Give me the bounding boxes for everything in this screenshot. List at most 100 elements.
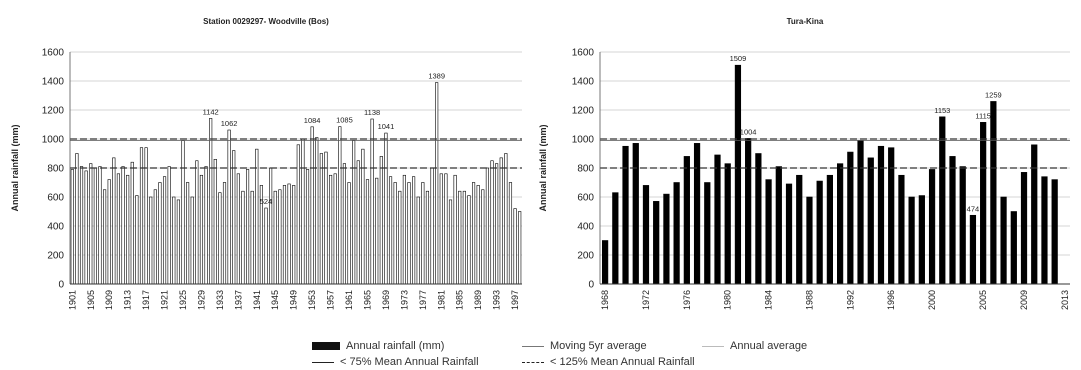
bar [282,185,287,285]
bar [430,167,434,285]
data-label: 1509 [730,54,747,63]
y-tick-label: 400 [47,222,64,233]
x-tick-label: 1996 [886,290,896,310]
y-tick-label: 600 [47,193,64,204]
legend-label: < 125% Mean Annual Rainfall [550,356,695,368]
y-tick-label: 1000 [572,135,595,146]
bar [84,170,88,285]
chart-title: Tura-Kina [787,17,824,26]
bar [847,151,854,285]
x-tick-label: 1917 [141,290,151,310]
bar [375,177,379,285]
bar [278,189,282,285]
bar [190,196,194,285]
bar [663,193,670,285]
bar [167,166,171,285]
bar [305,169,310,285]
y-tick-label: 1600 [572,48,595,59]
bar [745,138,752,285]
bar [112,157,116,285]
bar [356,160,360,285]
bar [135,195,139,285]
legend-swatch-line [312,361,334,363]
bar [472,182,476,285]
legend-swatch-dashed [522,361,544,363]
bar [255,148,259,285]
bar [481,189,485,285]
bar [714,154,721,285]
bar [969,214,977,285]
x-tick-label: 2000 [927,290,937,310]
x-tick-label: 1945 [270,290,280,310]
bar [338,126,342,285]
bar [324,151,328,285]
bar [181,140,185,285]
bar [296,144,300,285]
bar [398,190,402,285]
bar [867,157,874,285]
bar [241,190,245,285]
bar [908,196,915,285]
y-axis-label: Annual rainfall (mm) [10,124,20,211]
bar [508,182,513,285]
data-label: 1389 [428,72,445,81]
bar [70,169,74,285]
legend-item-annual-average: Annual average [702,340,807,352]
bar [490,160,494,285]
legend: Annual rainfall (mm) Moving 5yr average … [0,338,1081,370]
x-tick-label: 1937 [233,290,243,310]
bar [407,182,411,285]
bar [388,176,393,285]
data-label: 1085 [336,116,353,125]
bar [384,132,388,285]
x-tick-label: 1929 [196,290,206,310]
bar [342,163,346,285]
x-tick-label: 1976 [682,290,692,310]
bar [227,129,231,285]
data-label: 524 [260,197,273,206]
x-tick-label: 1984 [764,290,774,310]
bar [495,163,499,285]
bar [246,169,250,285]
bar [176,199,180,285]
legend-label: Moving 5yr average [550,340,647,352]
bar [75,153,79,285]
bar [1010,211,1017,285]
x-tick-label: 1997 [510,290,520,310]
y-axis-label: Annual rainfall (mm) [538,124,548,211]
bar [704,182,711,285]
y-tick-label: 800 [577,164,594,175]
bar [319,153,323,285]
x-tick-label: 1977 [418,290,428,310]
bar [485,167,489,285]
x-tick-label: 1981 [436,290,446,310]
y-tick-label: 1400 [42,77,65,88]
bar [673,182,680,285]
legend-label: < 75% Mean Annual Rainfall [340,356,479,368]
y-tick-label: 1000 [42,135,65,146]
x-tick-label: 1949 [289,290,299,310]
x-tick-label: 2005 [978,290,988,310]
x-tick-label: 1985 [455,290,465,310]
bar [836,163,844,285]
bar [162,176,167,285]
x-tick-label: 1953 [307,290,317,310]
bar [361,148,365,285]
data-label: 1062 [221,119,238,128]
bar [724,163,731,285]
bar [116,173,120,285]
x-tick-label: 1969 [381,290,391,310]
data-label: 474 [967,204,980,213]
y-tick-label: 200 [577,251,594,262]
bar [622,145,629,285]
x-tick-label: 1965 [362,290,372,310]
x-tick-label: 1961 [344,290,354,310]
legend-swatch-line [522,345,544,347]
bar [642,185,650,285]
x-tick-label: 1901 [67,290,77,310]
x-tick-label: 1968 [600,290,610,310]
y-tick-label: 600 [577,193,594,204]
bar [93,167,97,285]
y-tick-label: 0 [58,280,64,291]
